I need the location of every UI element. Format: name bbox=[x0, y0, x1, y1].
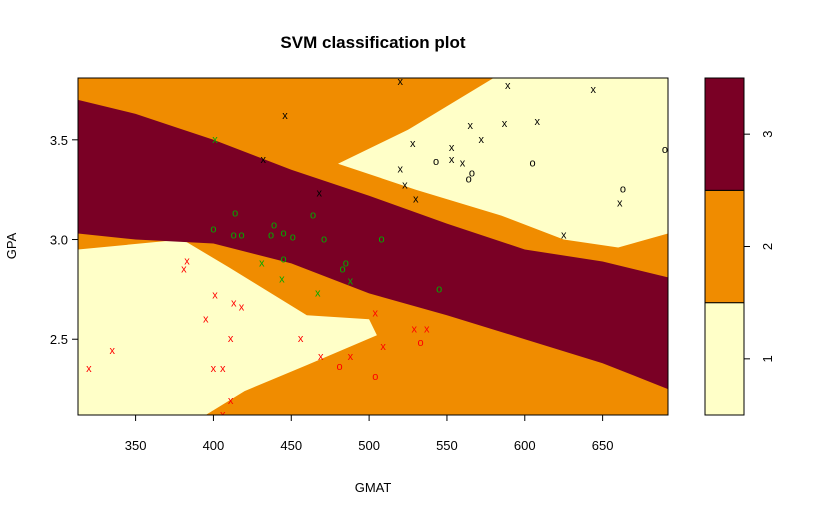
data-point-class-3: x bbox=[184, 256, 190, 268]
data-point-class-1: x bbox=[617, 198, 623, 210]
data-point-class-1: x bbox=[468, 120, 474, 132]
data-point-class-3: x bbox=[380, 341, 386, 353]
data-point-class-3: x bbox=[424, 323, 430, 335]
data-point-class-3: x bbox=[318, 351, 324, 363]
data-point-class-2: x bbox=[212, 134, 218, 146]
data-point-class-2: o bbox=[310, 210, 316, 222]
y-tick-label: 2.5 bbox=[50, 332, 68, 347]
y-tick-label: 3.5 bbox=[50, 133, 68, 148]
data-point-class-3: x bbox=[412, 323, 418, 335]
data-point-class-1: x bbox=[397, 76, 403, 88]
data-point-class-1: x bbox=[478, 134, 484, 146]
data-point-class-3: x bbox=[298, 333, 304, 345]
data-point-class-1: x bbox=[282, 110, 288, 122]
region-class-3 bbox=[78, 99, 668, 390]
data-point-class-3: x bbox=[220, 363, 226, 375]
data-point-class-1: x bbox=[410, 138, 416, 150]
data-point-class-2: o bbox=[343, 257, 349, 269]
x-tick-label: 550 bbox=[436, 438, 458, 453]
data-point-class-2: x bbox=[279, 273, 285, 285]
data-point-class-1: x bbox=[402, 180, 408, 192]
data-point-class-2: o bbox=[280, 254, 286, 266]
data-point-class-1: o bbox=[620, 184, 626, 196]
data-point-class-2: x bbox=[315, 287, 321, 299]
data-point-class-2: o bbox=[436, 283, 442, 295]
data-point-class-1: x bbox=[261, 154, 267, 166]
legend-swatch-3 bbox=[704, 77, 745, 191]
data-point-class-3: x bbox=[220, 409, 226, 421]
y-axis-label: GPA bbox=[4, 232, 19, 259]
data-point-class-3: x bbox=[239, 301, 245, 313]
data-point-class-1: x bbox=[449, 154, 455, 166]
data-point-class-3: x bbox=[231, 297, 237, 309]
data-point-class-2: o bbox=[280, 228, 286, 240]
data-point-class-1: x bbox=[317, 188, 323, 200]
region-class-1 bbox=[78, 239, 377, 415]
data-point-class-3: x bbox=[109, 345, 115, 357]
data-point-class-1: x bbox=[591, 84, 597, 96]
data-point-class-2: o bbox=[379, 234, 385, 246]
data-point-class-3: x bbox=[211, 363, 217, 375]
data-point-class-1: o bbox=[466, 174, 472, 186]
data-point-class-1: x bbox=[413, 194, 419, 206]
data-point-class-1: o bbox=[530, 158, 536, 170]
legend-swatch-2 bbox=[704, 189, 745, 304]
x-tick-label: 350 bbox=[125, 438, 147, 453]
data-point-class-3: x bbox=[203, 313, 209, 325]
data-point-class-1: x bbox=[502, 118, 508, 130]
data-point-class-3: x bbox=[373, 307, 379, 319]
data-point-class-2: x bbox=[348, 275, 354, 287]
data-point-class-3: x bbox=[86, 363, 92, 375]
data-point-class-1: o bbox=[662, 144, 668, 156]
x-tick-label: 400 bbox=[203, 438, 225, 453]
data-point-class-3: o bbox=[372, 371, 378, 383]
data-point-class-2: o bbox=[271, 220, 277, 232]
data-point-class-3: o bbox=[417, 337, 423, 349]
legend-label-1: 1 bbox=[760, 355, 775, 362]
data-point-class-2: o bbox=[238, 230, 244, 242]
data-point-class-2: o bbox=[290, 232, 296, 244]
data-point-class-1: x bbox=[505, 80, 511, 92]
x-axis-label: GMAT bbox=[355, 480, 392, 495]
region-class-1 bbox=[338, 78, 668, 248]
data-point-class-2: o bbox=[231, 230, 237, 242]
data-point-class-3: x bbox=[228, 333, 234, 345]
y-axis: 2.5 3.0 3.5 bbox=[50, 133, 78, 347]
data-point-class-2: o bbox=[268, 230, 274, 242]
decision-regions bbox=[78, 78, 668, 415]
data-point-class-3: x bbox=[212, 289, 218, 301]
x-tick-label: 450 bbox=[280, 438, 302, 453]
data-point-class-1: o bbox=[433, 156, 439, 168]
legend-label-2: 2 bbox=[760, 243, 775, 250]
y-tick-label: 3.0 bbox=[50, 233, 68, 248]
data-point-class-3: x bbox=[228, 395, 234, 407]
data-point-class-3: o bbox=[336, 361, 342, 373]
data-point-class-1: x bbox=[460, 158, 466, 170]
legend-label-3: 3 bbox=[760, 131, 775, 138]
data-point-class-2: o bbox=[340, 263, 346, 275]
x-tick-label: 500 bbox=[358, 438, 380, 453]
data-point-class-1: x bbox=[397, 164, 403, 176]
data-point-class-3: x bbox=[348, 351, 354, 363]
chart-title: SVM classification plot bbox=[280, 33, 465, 52]
data-point-class-1: x bbox=[449, 142, 455, 154]
data-point-class-1: o bbox=[469, 168, 475, 180]
data-point-class-2: o bbox=[321, 234, 327, 246]
data-point-class-2: o bbox=[232, 208, 238, 220]
x-tick-label: 650 bbox=[592, 438, 614, 453]
x-axis: 350 400 450 500 550 600 650 bbox=[125, 414, 614, 453]
data-point-class-2: x bbox=[259, 257, 265, 269]
data-point-class-3: x bbox=[181, 263, 187, 275]
data-point-class-1: x bbox=[561, 230, 567, 242]
x-tick-label: 600 bbox=[514, 438, 536, 453]
data-point-class-2: o bbox=[210, 224, 216, 236]
legend: 1 2 3 bbox=[704, 77, 775, 416]
legend-swatch-1 bbox=[704, 302, 745, 416]
data-point-class-1: x bbox=[534, 116, 540, 128]
